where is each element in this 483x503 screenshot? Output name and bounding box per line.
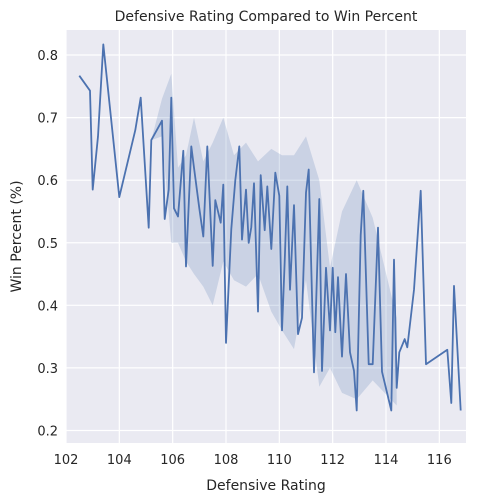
- x-tick-label: 110: [267, 453, 292, 468]
- x-tick-label: 108: [214, 453, 239, 468]
- x-tick-label: 114: [374, 453, 399, 468]
- x-tick-label: 112: [320, 453, 345, 468]
- x-tick-label: 116: [427, 453, 452, 468]
- grid-lines: [65, 30, 466, 443]
- chart-title: Defensive Rating Compared to Win Percent: [115, 9, 418, 25]
- y-tick-label: 0.6: [37, 174, 58, 189]
- y-tick-label: 0.5: [37, 237, 58, 252]
- x-tick-label: 102: [54, 453, 79, 468]
- y-tick-label: 0.4: [37, 299, 58, 314]
- x-axis-label: Defensive Rating: [206, 478, 325, 494]
- x-tick-label: 104: [107, 453, 132, 468]
- y-tick-label: 0.8: [37, 49, 58, 64]
- series-line: [78, 43, 462, 412]
- y-axis-label: Win Percent (%): [9, 180, 25, 292]
- plot-area: [66, 30, 466, 443]
- y-tick-label: 0.3: [37, 362, 58, 377]
- x-axis-ticks: 102 104 106 108 110 112 114 116: [54, 453, 452, 468]
- y-tick-label: 0.2: [37, 424, 58, 439]
- y-axis-ticks: 0.2 0.3 0.4 0.5 0.6 0.7 0.8: [37, 49, 58, 439]
- x-tick-label: 106: [160, 453, 185, 468]
- y-tick-label: 0.7: [37, 112, 58, 127]
